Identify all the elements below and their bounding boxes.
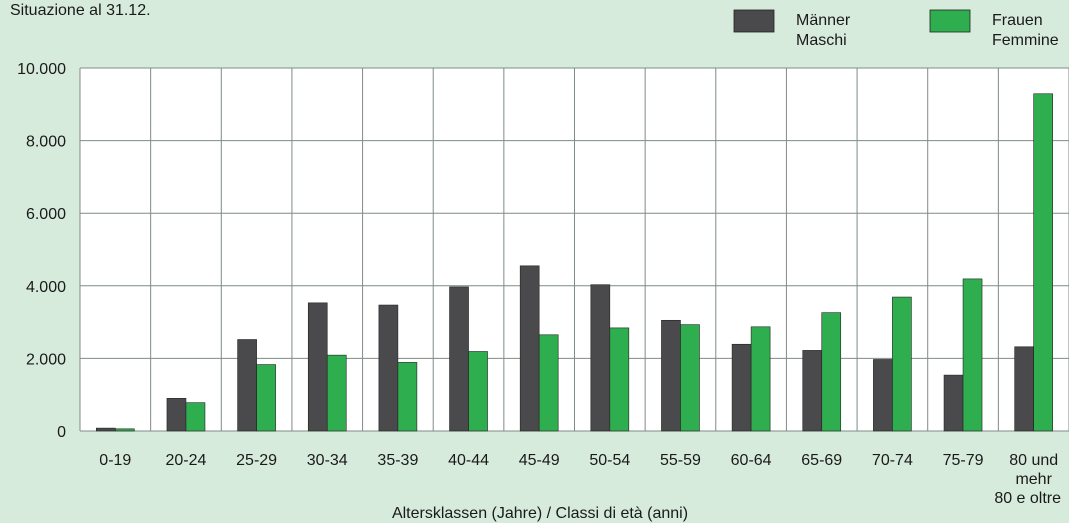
bar-women-55-59: [680, 324, 700, 432]
bar-men-0-19: [96, 427, 116, 432]
legend: Männer Maschi Frauen Femmine: [733, 9, 1059, 49]
x-tick-label: 30-34: [307, 452, 348, 469]
x-axis-label: Altersklassen (Jahre) / Classi di età (a…: [392, 505, 688, 522]
x-tick-label: 80 und mehr 80 e oltre: [994, 452, 1061, 507]
bar-men-60-64: [731, 343, 752, 432]
bar-women-70-74: [892, 296, 912, 432]
x-tick-label: 50-54: [589, 452, 630, 469]
bar-women-35-39: [397, 362, 418, 432]
x-tick-label: 45-49: [519, 452, 560, 469]
bar-women-0-19: [115, 428, 135, 432]
bar-men-35-39: [378, 304, 399, 432]
x-tick-label: 75-79: [943, 452, 984, 469]
y-tick-label: 4.000: [26, 279, 66, 296]
bar-men-75-79: [943, 374, 964, 432]
legend-label-women: Frauen Femmine: [992, 12, 1059, 49]
y-axis: 0 2.000 4.000 6.000 8.000 10.000: [17, 61, 66, 441]
bar-men-40-44: [449, 286, 469, 432]
x-tick-label: 70-74: [872, 452, 913, 469]
x-tick-label: 35-39: [377, 452, 418, 469]
bars: [96, 93, 1053, 432]
y-tick-label: 2.000: [26, 351, 66, 368]
subtitle: Situazione al 31.12.: [10, 2, 151, 19]
bar-women-75-79: [962, 278, 983, 432]
y-tick-label: 8.000: [26, 134, 66, 151]
bar-men-20-24: [166, 398, 187, 432]
y-tick-label: 6.000: [26, 206, 66, 223]
legend-swatch-men: [733, 9, 775, 33]
legend-label-men: Männer Maschi: [796, 12, 851, 49]
x-tick-label: 0-19: [99, 452, 131, 469]
bar-men-55-59: [661, 319, 681, 432]
x-tick-label: 60-64: [731, 452, 772, 469]
bar-women-40-44: [468, 351, 488, 432]
y-tick-label: 10.000: [17, 61, 66, 78]
bar-women-60-64: [750, 326, 771, 432]
bar-men-50-54: [590, 284, 611, 432]
bar-women-80: [1033, 93, 1053, 432]
bar-men-70-74: [873, 359, 893, 432]
bar-men-45-49: [519, 265, 540, 432]
bar-men-25-29: [237, 339, 257, 432]
bar-women-65-69: [821, 312, 842, 432]
bar-women-45-49: [538, 334, 559, 432]
bar-women-20-24: [185, 402, 206, 432]
x-axis: 0-19 20-24 25-29 30-34 35-39 40-44 45-49 50-54 5…: [99, 452, 1061, 507]
bar-women-30-34: [326, 354, 347, 432]
bar-women-50-54: [609, 327, 630, 432]
x-tick-label: 65-69: [801, 452, 842, 469]
x-tick-label: 25-29: [236, 452, 277, 469]
x-tick-label: 55-59: [660, 452, 701, 469]
bar-men-30-34: [307, 302, 328, 432]
y-tick-label: 0: [57, 424, 66, 441]
x-tick-label: 40-44: [448, 452, 489, 469]
legend-swatch-women: [929, 9, 971, 33]
gridlines: [79, 67, 1069, 432]
x-tick-label: 20-24: [166, 452, 207, 469]
bar-men-80: [1014, 346, 1034, 432]
bar-men-65-69: [802, 350, 823, 432]
bar-women-25-29: [256, 364, 276, 432]
